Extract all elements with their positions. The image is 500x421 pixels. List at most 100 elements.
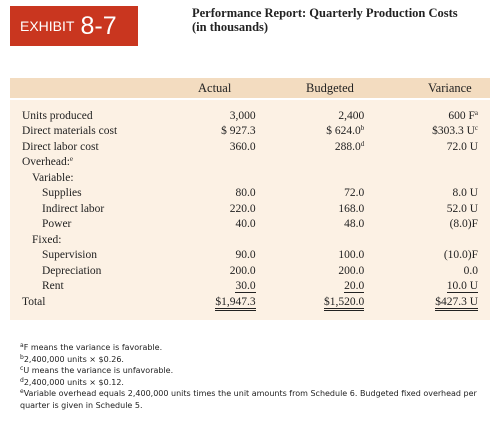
cell-text: $1,520.0 (323, 295, 365, 311)
cell-text: Variable: (32, 171, 74, 184)
row-label: Supervision (10, 248, 192, 264)
cell-text: $427.3 U (435, 295, 478, 311)
cell-text: 72.0 U (446, 140, 478, 153)
cell (364, 155, 490, 171)
cell-text: Power (42, 218, 72, 231)
cell (192, 155, 256, 171)
cell: 20.0 (256, 279, 365, 295)
cell (364, 170, 490, 186)
footnote: b2,400,000 units × $0.26. (20, 354, 480, 366)
row-label: Overhead:e (10, 155, 192, 171)
report-table: Units produced 3,000 2,400 600 Fa Direct mat… (10, 108, 490, 311)
table-row: Variable: (10, 170, 490, 186)
cell-text: 2,400 (338, 109, 365, 122)
cell: 48.0 (256, 217, 365, 233)
table-row: Units produced 3,000 2,400 600 Fa (10, 108, 490, 124)
title: Performance Report: Quarterly Production… (192, 6, 458, 34)
cell-text: $ 927.3 (221, 125, 256, 138)
cell: (10.0)F (364, 248, 490, 264)
footnote-ref: e (69, 155, 74, 164)
footnote: cU means the variance is unfavorable. (20, 365, 480, 377)
footnotes: aF means the variance is favorable. b2,40… (20, 342, 480, 411)
cell: (8.0)F (364, 217, 490, 233)
cell: 600 Fa (364, 108, 490, 124)
cell-text: 8.0 U (452, 187, 478, 200)
row-label: Power (10, 217, 192, 233)
footnote-ref: b (360, 124, 365, 133)
cell-text: 48.0 (344, 218, 365, 231)
cell-text: Total (22, 295, 46, 308)
title-line: Performance Report: Quarterly Production… (192, 6, 458, 20)
cell-text: Indirect labor (42, 202, 105, 215)
cell (192, 232, 256, 248)
footnote: eVariable overhead equals 2,400,000 unit… (20, 388, 480, 411)
cell: 80.0 (192, 186, 255, 202)
table-body: Units produced 3,000 2,400 600 Fa Direct mat… (10, 100, 490, 320)
cell (256, 155, 365, 171)
table-row: Rent 30.0 20.0 10.0 U (10, 279, 490, 295)
cell: 8.0 U (364, 186, 490, 202)
table-row: Indirect labor 220.0 168.0 52.0 U (10, 201, 490, 217)
cell-text: 72.0 (344, 187, 365, 200)
row-label: Indirect labor (10, 201, 192, 217)
cell-text: 288.0d (334, 139, 365, 153)
cell-text: Direct labor cost (22, 140, 99, 153)
cell-text: Rent (42, 280, 64, 293)
cell-text: 168.0 (338, 202, 365, 215)
cell-text: Supervision (42, 249, 97, 262)
column-header: Actual (198, 81, 232, 95)
table-row: Total $1,947.3 $1,520.0 $427.3 U (10, 294, 490, 311)
cell-text: 10.0 U (446, 280, 478, 294)
cell: $1,947.3 (192, 294, 256, 311)
cell-text: $1,947.3 (215, 295, 256, 311)
cell-text: 220.0 (229, 202, 256, 215)
cell: $427.3 U (364, 294, 490, 311)
cell: 52.0 U (364, 201, 490, 217)
cell-text: 30.0 (235, 280, 256, 294)
cell: 72.0 U (364, 139, 490, 155)
column-header: Budgeted (306, 81, 354, 95)
cell: 220.0 (192, 201, 256, 217)
cell: 100.0 (256, 248, 365, 264)
cell-text: Supplies (42, 187, 82, 200)
title-line: (in thousands) (192, 20, 269, 34)
footnote-mark: e (20, 388, 24, 395)
cell-text: $ 624.0b (326, 124, 365, 138)
footnote-ref: c (474, 124, 478, 133)
table-row: Supervision 90.0 100.0 (10.0)F (10, 248, 490, 264)
row-label: Variable: (10, 170, 192, 186)
cell-text: Overhead:e (22, 155, 74, 169)
row-label: Rent (10, 279, 192, 295)
exhibit-number: 8-7 (80, 11, 117, 40)
cell (256, 170, 365, 186)
cell (192, 170, 256, 186)
footnote-ref: a (474, 108, 478, 117)
cell-text: 100.0 (338, 249, 365, 262)
cell-text: $303.3 Uc (432, 124, 478, 138)
footnote-mark: b (20, 353, 24, 361)
cell-text: 600 Fa (448, 108, 478, 122)
table-row: Fixed: (10, 232, 490, 248)
cell: 40.0 (192, 217, 256, 233)
cell-text: 3,000 (229, 109, 256, 122)
row-label: Units produced (10, 108, 192, 124)
cell-text: Depreciation (42, 264, 102, 277)
cell: 3,000 (192, 108, 256, 124)
table-row: Overhead:e (10, 155, 490, 171)
cell-text: 40.0 (235, 218, 256, 231)
cell: 10.0 U (364, 279, 490, 295)
column-header: Variance (428, 81, 472, 95)
cell-text: 360.0 (229, 140, 256, 153)
footnote-text: U means the variance is unfavorable. (23, 366, 174, 375)
cell: 90.0 (192, 248, 255, 264)
cell-text: 20.0 (344, 280, 365, 294)
column-header-band: Actual Budgeted Variance (10, 78, 490, 98)
cell: 200.0 (192, 263, 256, 279)
footnote: aF means the variance is favorable. (20, 342, 480, 354)
footnote-text: Variable overhead equals 2,400,000 units… (20, 389, 477, 410)
cell-text: Direct materials cost (22, 125, 118, 138)
row-label: Fixed: (10, 232, 192, 248)
table-row: Direct labor cost 360.0 288.0d 72.0 U (10, 139, 490, 155)
cell: 288.0d (256, 139, 365, 155)
cell (364, 232, 490, 248)
